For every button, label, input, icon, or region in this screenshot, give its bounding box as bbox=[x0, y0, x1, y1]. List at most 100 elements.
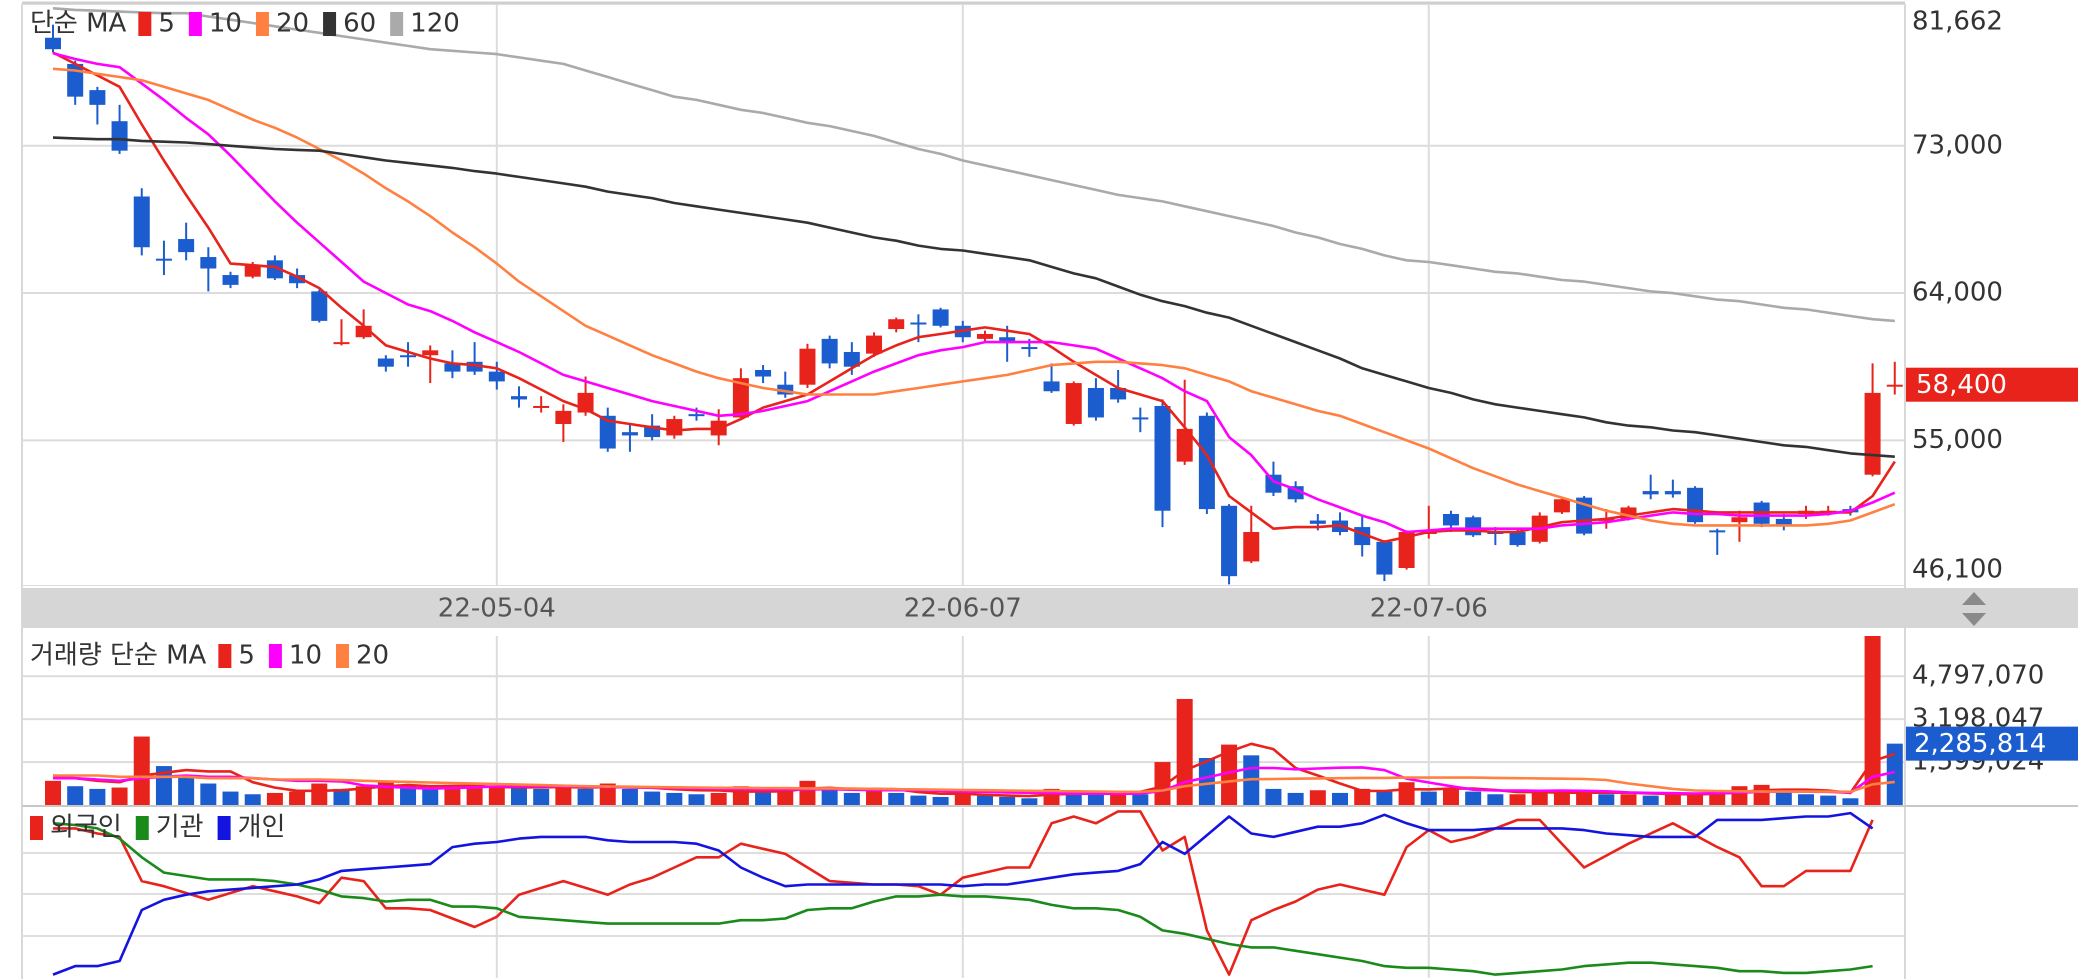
legend-label: 외국인 bbox=[50, 813, 122, 843]
volume-bar bbox=[843, 792, 860, 805]
legend-swatch bbox=[138, 12, 152, 36]
candle-body bbox=[621, 432, 638, 436]
volume-bar bbox=[422, 788, 439, 805]
panel-grid bbox=[495, 808, 1430, 978]
volume-bar bbox=[910, 795, 927, 805]
volume-bar bbox=[599, 783, 616, 805]
candle-body bbox=[976, 333, 993, 339]
x-tick-label: 22-07-06 bbox=[1370, 594, 1488, 624]
candle-body bbox=[599, 415, 616, 449]
volume-bar bbox=[333, 788, 350, 805]
last-price-badge bbox=[1906, 367, 2078, 402]
candle-body bbox=[311, 291, 328, 321]
scroll-arrows[interactable] bbox=[1962, 592, 1986, 626]
legend-title: 단순 MA bbox=[30, 9, 127, 39]
legend-swatch bbox=[323, 12, 337, 36]
panel-grid bbox=[22, 4, 1905, 586]
y-tick-label: 81,662 bbox=[1912, 7, 2003, 37]
volume-bar bbox=[533, 788, 550, 805]
volume-bar bbox=[1642, 795, 1659, 805]
volume-bar bbox=[1864, 636, 1881, 805]
volume-bar bbox=[1442, 788, 1459, 805]
volume-bar bbox=[1576, 791, 1593, 805]
volume-bar bbox=[444, 787, 461, 805]
legend-label: 20 bbox=[356, 641, 389, 671]
panel-marks bbox=[52, 810, 1874, 976]
candle-body bbox=[266, 260, 283, 279]
candle-body bbox=[777, 384, 794, 395]
legend-title: 거래량 단순 MA bbox=[30, 641, 207, 671]
candle-body bbox=[355, 325, 372, 338]
series-line bbox=[52, 811, 1874, 976]
candle-body bbox=[1709, 530, 1726, 533]
candle-body bbox=[1021, 347, 1038, 350]
volume-bar bbox=[710, 792, 727, 805]
candle-body bbox=[1642, 491, 1659, 495]
series-line bbox=[52, 742, 1896, 798]
candle-body bbox=[133, 196, 150, 248]
candle-body bbox=[400, 355, 417, 358]
volume-bar bbox=[133, 736, 150, 805]
candle-body bbox=[688, 414, 705, 417]
candle-body bbox=[1442, 513, 1459, 526]
volume-bar bbox=[621, 788, 638, 805]
series-line bbox=[52, 51, 1896, 544]
candle-body bbox=[866, 335, 883, 354]
volume-bar bbox=[1753, 784, 1770, 805]
candle-body bbox=[1775, 518, 1792, 526]
series-line bbox=[53, 766, 1896, 795]
volume-bar bbox=[1509, 794, 1526, 805]
candle-body bbox=[555, 410, 572, 424]
volume-bar bbox=[355, 786, 372, 805]
candle-body bbox=[155, 258, 172, 261]
arrow-down[interactable] bbox=[1962, 613, 1986, 626]
candle-body bbox=[799, 348, 816, 385]
candle-body bbox=[1132, 417, 1149, 420]
volume-bar bbox=[466, 786, 483, 805]
volume-bar bbox=[688, 794, 705, 805]
candle-body bbox=[1287, 486, 1304, 500]
volume-bar bbox=[1886, 743, 1903, 805]
volume-bar bbox=[555, 786, 572, 805]
legend-label: 10 bbox=[209, 9, 242, 39]
legend-swatch bbox=[268, 644, 282, 668]
candle-body bbox=[1886, 384, 1903, 387]
candle-body bbox=[1398, 531, 1415, 568]
candle-body bbox=[1509, 531, 1526, 546]
candle-body bbox=[222, 275, 239, 285]
legend-label: 60 bbox=[343, 9, 376, 39]
volume-bar bbox=[1620, 794, 1637, 805]
x-tick-label: 22-05-04 bbox=[438, 594, 556, 624]
candle-body bbox=[1198, 415, 1215, 510]
candle-body bbox=[45, 37, 61, 50]
volume-bar bbox=[954, 792, 971, 805]
volume-bar bbox=[1287, 792, 1304, 805]
x-tick-label: 22-06-07 bbox=[904, 594, 1022, 624]
series-line bbox=[52, 7, 1895, 323]
volume-bar bbox=[1820, 795, 1837, 805]
candle-body bbox=[1243, 531, 1260, 562]
series-line bbox=[52, 52, 1896, 534]
candle-body bbox=[466, 361, 483, 372]
y-tick-label: 55,000 bbox=[1912, 425, 2003, 455]
volume-bar bbox=[644, 791, 661, 805]
candle-body bbox=[1376, 541, 1393, 575]
volume-bar bbox=[1398, 782, 1415, 805]
candle-body bbox=[333, 342, 350, 345]
candle-body bbox=[244, 265, 261, 277]
volume-bar bbox=[1553, 791, 1570, 805]
candle-body bbox=[755, 369, 772, 377]
legend-label: 20 bbox=[276, 9, 309, 39]
volume-bar bbox=[932, 796, 949, 805]
legend-swatch bbox=[188, 12, 202, 36]
arrow-up[interactable] bbox=[1962, 592, 1986, 605]
candle-body bbox=[1553, 499, 1570, 513]
legend-label: 10 bbox=[289, 641, 322, 671]
candle-body bbox=[1087, 387, 1104, 418]
candle-body bbox=[488, 371, 505, 382]
y-tick-label: 4,797,070 bbox=[1912, 661, 2044, 691]
volume-bar bbox=[1598, 794, 1615, 805]
volume-bar bbox=[821, 788, 838, 805]
